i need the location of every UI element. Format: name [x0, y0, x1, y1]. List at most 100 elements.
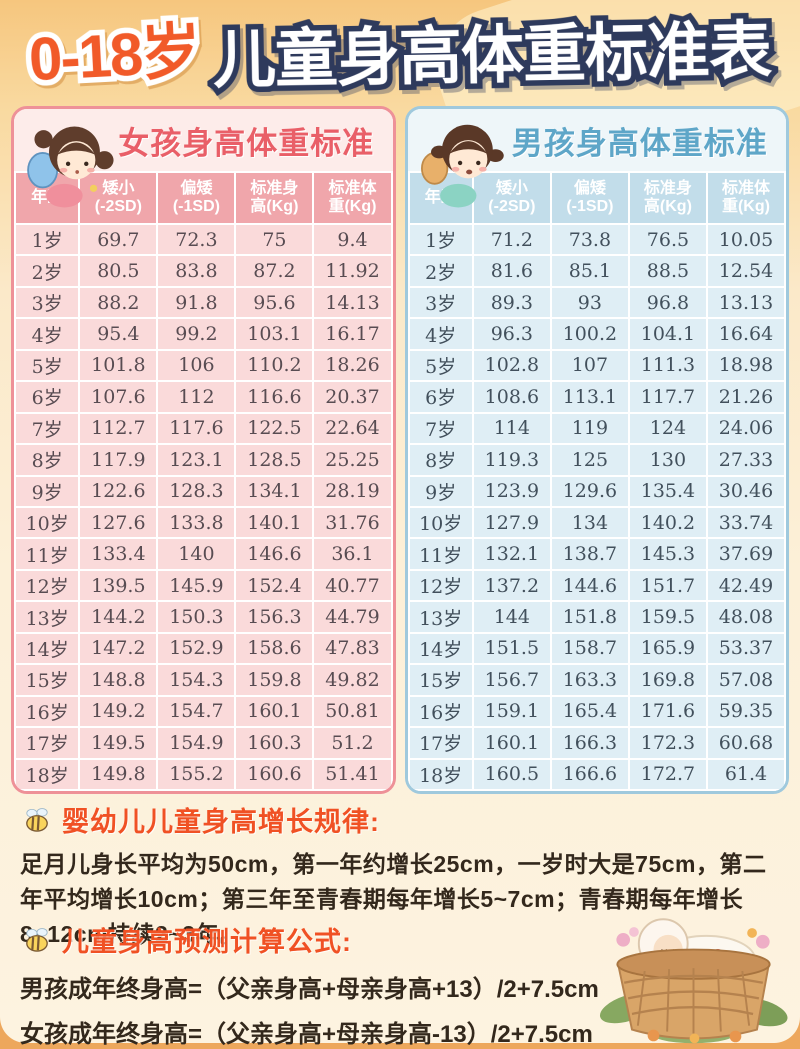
value-cell: 159.1	[473, 696, 550, 727]
age-cell: 18岁	[409, 759, 472, 789]
value-cell: 85.1	[551, 256, 628, 286]
value-cell: 160.5	[473, 759, 550, 789]
value-cell: 95.4	[80, 319, 157, 349]
bee-icon	[26, 807, 48, 832]
value-cell: 72.3	[158, 225, 235, 255]
column-header-short: 矮小 (-2SD)	[473, 173, 550, 223]
value-cell: 49.82	[314, 665, 391, 695]
boy-illustration-icon	[421, 124, 504, 208]
boy-formula-line: 男孩成年终身高=（父亲身高+母亲身高+13）/2+7.5cm	[20, 976, 599, 1003]
value-cell: 116.6	[236, 382, 313, 412]
age-cell: 7岁	[409, 413, 472, 444]
value-cell: 25.25	[314, 445, 391, 475]
value-cell: 110.2	[236, 350, 313, 381]
value-cell: 159.5	[629, 602, 706, 632]
value-cell: 149.2	[80, 696, 157, 727]
value-cell: 135.4	[629, 476, 706, 506]
age-cell: 3岁	[409, 287, 472, 318]
value-cell: 172.3	[629, 728, 706, 758]
value-cell: 24.06	[707, 413, 784, 444]
value-cell: 51.2	[314, 728, 391, 758]
age-cell: 18岁	[16, 759, 79, 789]
age-cell: 1岁	[16, 225, 79, 255]
value-cell: 10.05	[707, 225, 784, 255]
value-cell: 169.8	[629, 665, 706, 695]
value-cell: 112.7	[80, 413, 157, 444]
value-cell: 40.77	[314, 570, 391, 601]
age-cell: 15岁	[16, 665, 79, 695]
value-cell: 129.6	[551, 476, 628, 506]
value-cell: 37.69	[707, 539, 784, 569]
value-cell: 69.7	[80, 225, 157, 255]
value-cell: 140.2	[629, 508, 706, 538]
value-cell: 133.4	[80, 539, 157, 569]
value-cell: 59.35	[707, 696, 784, 727]
age-cell: 14岁	[16, 633, 79, 664]
value-cell: 149.5	[80, 728, 157, 758]
growth-rules-text: 足月儿身长平均为50cm，第一年约增长25cm，一岁时大是75cm，第二年平均增…	[20, 851, 767, 947]
value-cell: 13.13	[707, 287, 784, 318]
age-cell: 15岁	[409, 665, 472, 695]
value-cell: 102.8	[473, 350, 550, 381]
age-cell: 8岁	[409, 445, 472, 475]
value-cell: 158.7	[551, 633, 628, 664]
value-cell: 95.6	[236, 287, 313, 318]
value-cell: 107	[551, 350, 628, 381]
girl-formula-line: 女孩成年终身高=（父亲身高+母亲身高-13）/2+7.5cm	[20, 1021, 593, 1048]
value-cell: 127.9	[473, 508, 550, 538]
value-cell: 154.3	[158, 665, 235, 695]
value-cell: 123.9	[473, 476, 550, 506]
value-cell: 172.7	[629, 759, 706, 789]
value-cell: 16.64	[707, 319, 784, 349]
value-cell: 33.74	[707, 508, 784, 538]
age-cell: 9岁	[16, 476, 79, 506]
value-cell: 160.1	[473, 728, 550, 758]
column-header-std-height: 标准身 高(Kg)	[629, 173, 706, 223]
value-cell: 122.5	[236, 413, 313, 444]
value-cell: 51.41	[314, 759, 391, 789]
value-cell: 166.6	[551, 759, 628, 789]
age-cell: 3岁	[16, 287, 79, 318]
value-cell: 119	[551, 413, 628, 444]
value-cell: 11.92	[314, 256, 391, 286]
value-cell: 53.37	[707, 633, 784, 664]
value-cell: 44.79	[314, 602, 391, 632]
value-cell: 166.3	[551, 728, 628, 758]
value-cell: 165.4	[551, 696, 628, 727]
value-cell: 144	[473, 602, 550, 632]
age-cell: 1岁	[409, 225, 472, 255]
girls-table-title-label: 女孩身高体重标准	[118, 125, 375, 161]
tables-container: 女孩身高体重标准 年龄 矮小 (-2SD) 偏矮 (-1SD) 标准身 高(Kg…	[11, 106, 789, 794]
column-header-belowavg: 偏矮 (-1SD)	[551, 173, 628, 223]
prediction-heading: 儿童身高预测计算公式:	[62, 927, 352, 957]
value-cell: 160.3	[236, 728, 313, 758]
value-cell: 117.7	[629, 382, 706, 412]
value-cell: 103.1	[236, 319, 313, 349]
value-cell: 139.5	[80, 570, 157, 601]
value-cell: 148.8	[80, 665, 157, 695]
value-cell: 111.3	[629, 350, 706, 381]
value-cell: 125	[551, 445, 628, 475]
value-cell: 151.8	[551, 602, 628, 632]
age-cell: 12岁	[409, 570, 472, 601]
value-cell: 154.7	[158, 696, 235, 727]
value-cell: 76.5	[629, 225, 706, 255]
value-cell: 146.6	[236, 539, 313, 569]
value-cell: 138.7	[551, 539, 628, 569]
sleeping-baby-basket-illustration	[599, 918, 788, 1044]
age-cell: 7岁	[16, 413, 79, 444]
column-header-short: 矮小 (-2SD)	[80, 173, 157, 223]
value-cell: 156.3	[236, 602, 313, 632]
boys-table-header: 年龄 矮小 (-2SD) 偏矮 (-1SD) 标准身 高(Kg) 标准体 重(K…	[407, 171, 786, 225]
value-cell: 140.1	[236, 508, 313, 538]
age-cell: 9岁	[409, 476, 472, 506]
value-cell: 130	[629, 445, 706, 475]
value-cell: 30.46	[707, 476, 784, 506]
age-cell: 6岁	[16, 382, 79, 412]
value-cell: 96.8	[629, 287, 706, 318]
age-cell: 10岁	[409, 508, 472, 538]
age-cell: 11岁	[16, 539, 79, 569]
value-cell: 31.76	[314, 508, 391, 538]
growth-rules-heading-row: 婴幼儿儿童身高增长规律:	[20, 800, 780, 839]
value-cell: 75	[236, 225, 313, 255]
